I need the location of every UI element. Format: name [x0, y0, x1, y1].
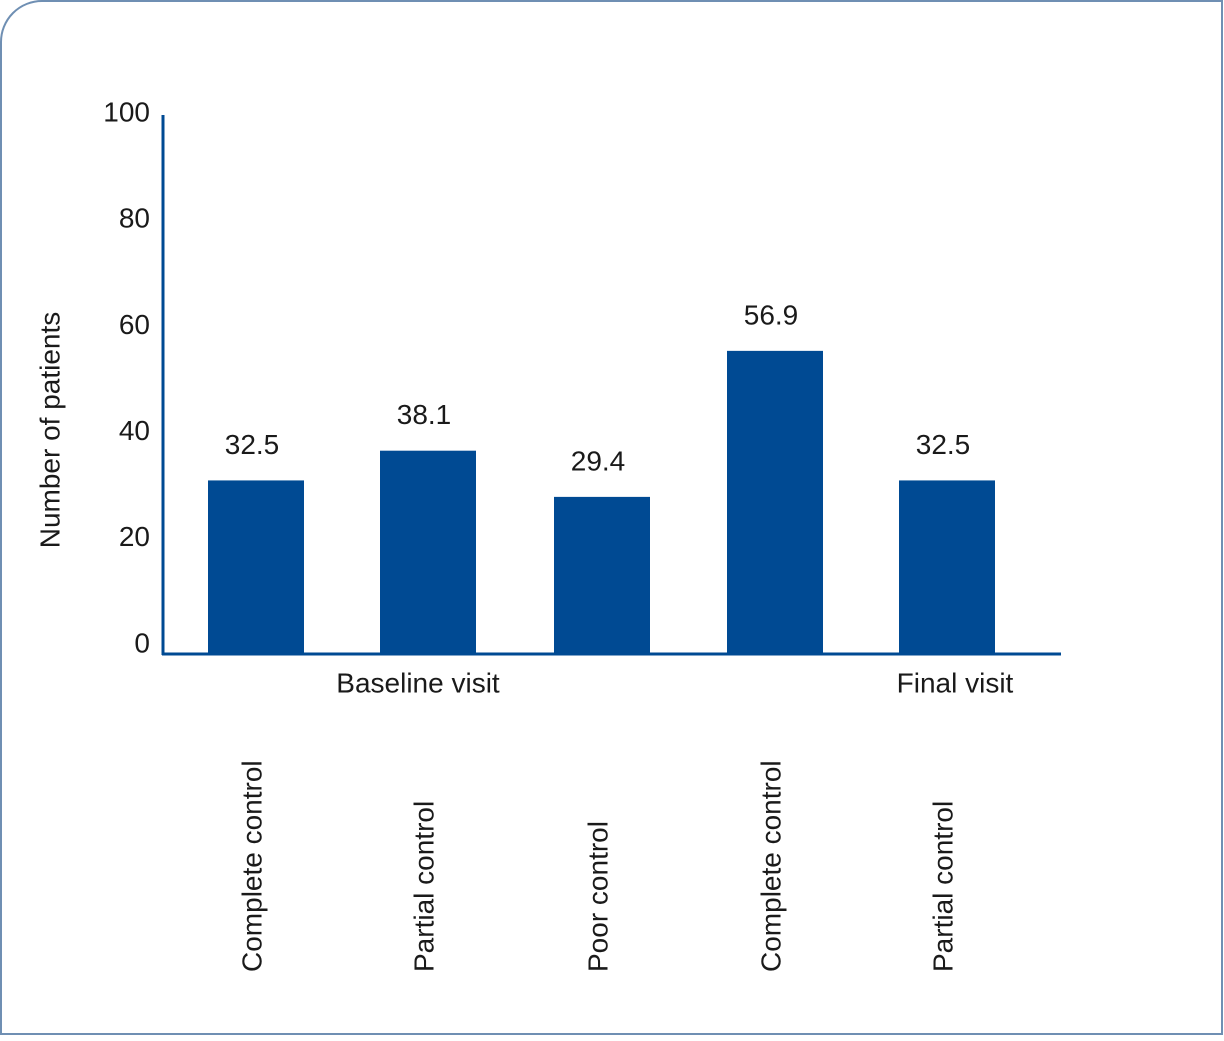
x-tick-label: Poor control [582, 821, 613, 972]
value-label: 56.9 [744, 299, 799, 330]
y-tick-label: 100 [103, 96, 150, 127]
value-label: 29.4 [571, 445, 626, 476]
y-tick-label: 60 [119, 309, 150, 340]
bar [554, 496, 650, 653]
bar [208, 480, 304, 653]
group-label: Final visit [897, 667, 1014, 698]
y-tick-label: 0 [134, 627, 150, 658]
x-tick-label: Partial control [927, 801, 958, 972]
x-tick-label: Complete control [236, 760, 267, 972]
value-label: 32.5 [225, 429, 280, 460]
value-label: 38.1 [397, 399, 452, 430]
bar [380, 450, 476, 653]
x-tick-label: Complete control [755, 760, 786, 972]
group-label: Baseline visit [336, 667, 500, 698]
y-tick-label: 80 [119, 203, 150, 234]
bar [899, 480, 995, 653]
y-tick-label: 20 [119, 521, 150, 552]
bar [727, 350, 823, 653]
x-tick-label: Partial control [408, 801, 439, 972]
y-tick-label: 40 [119, 415, 150, 446]
y-axis-label: Number of patients [34, 312, 65, 549]
value-label: 32.5 [916, 429, 971, 460]
